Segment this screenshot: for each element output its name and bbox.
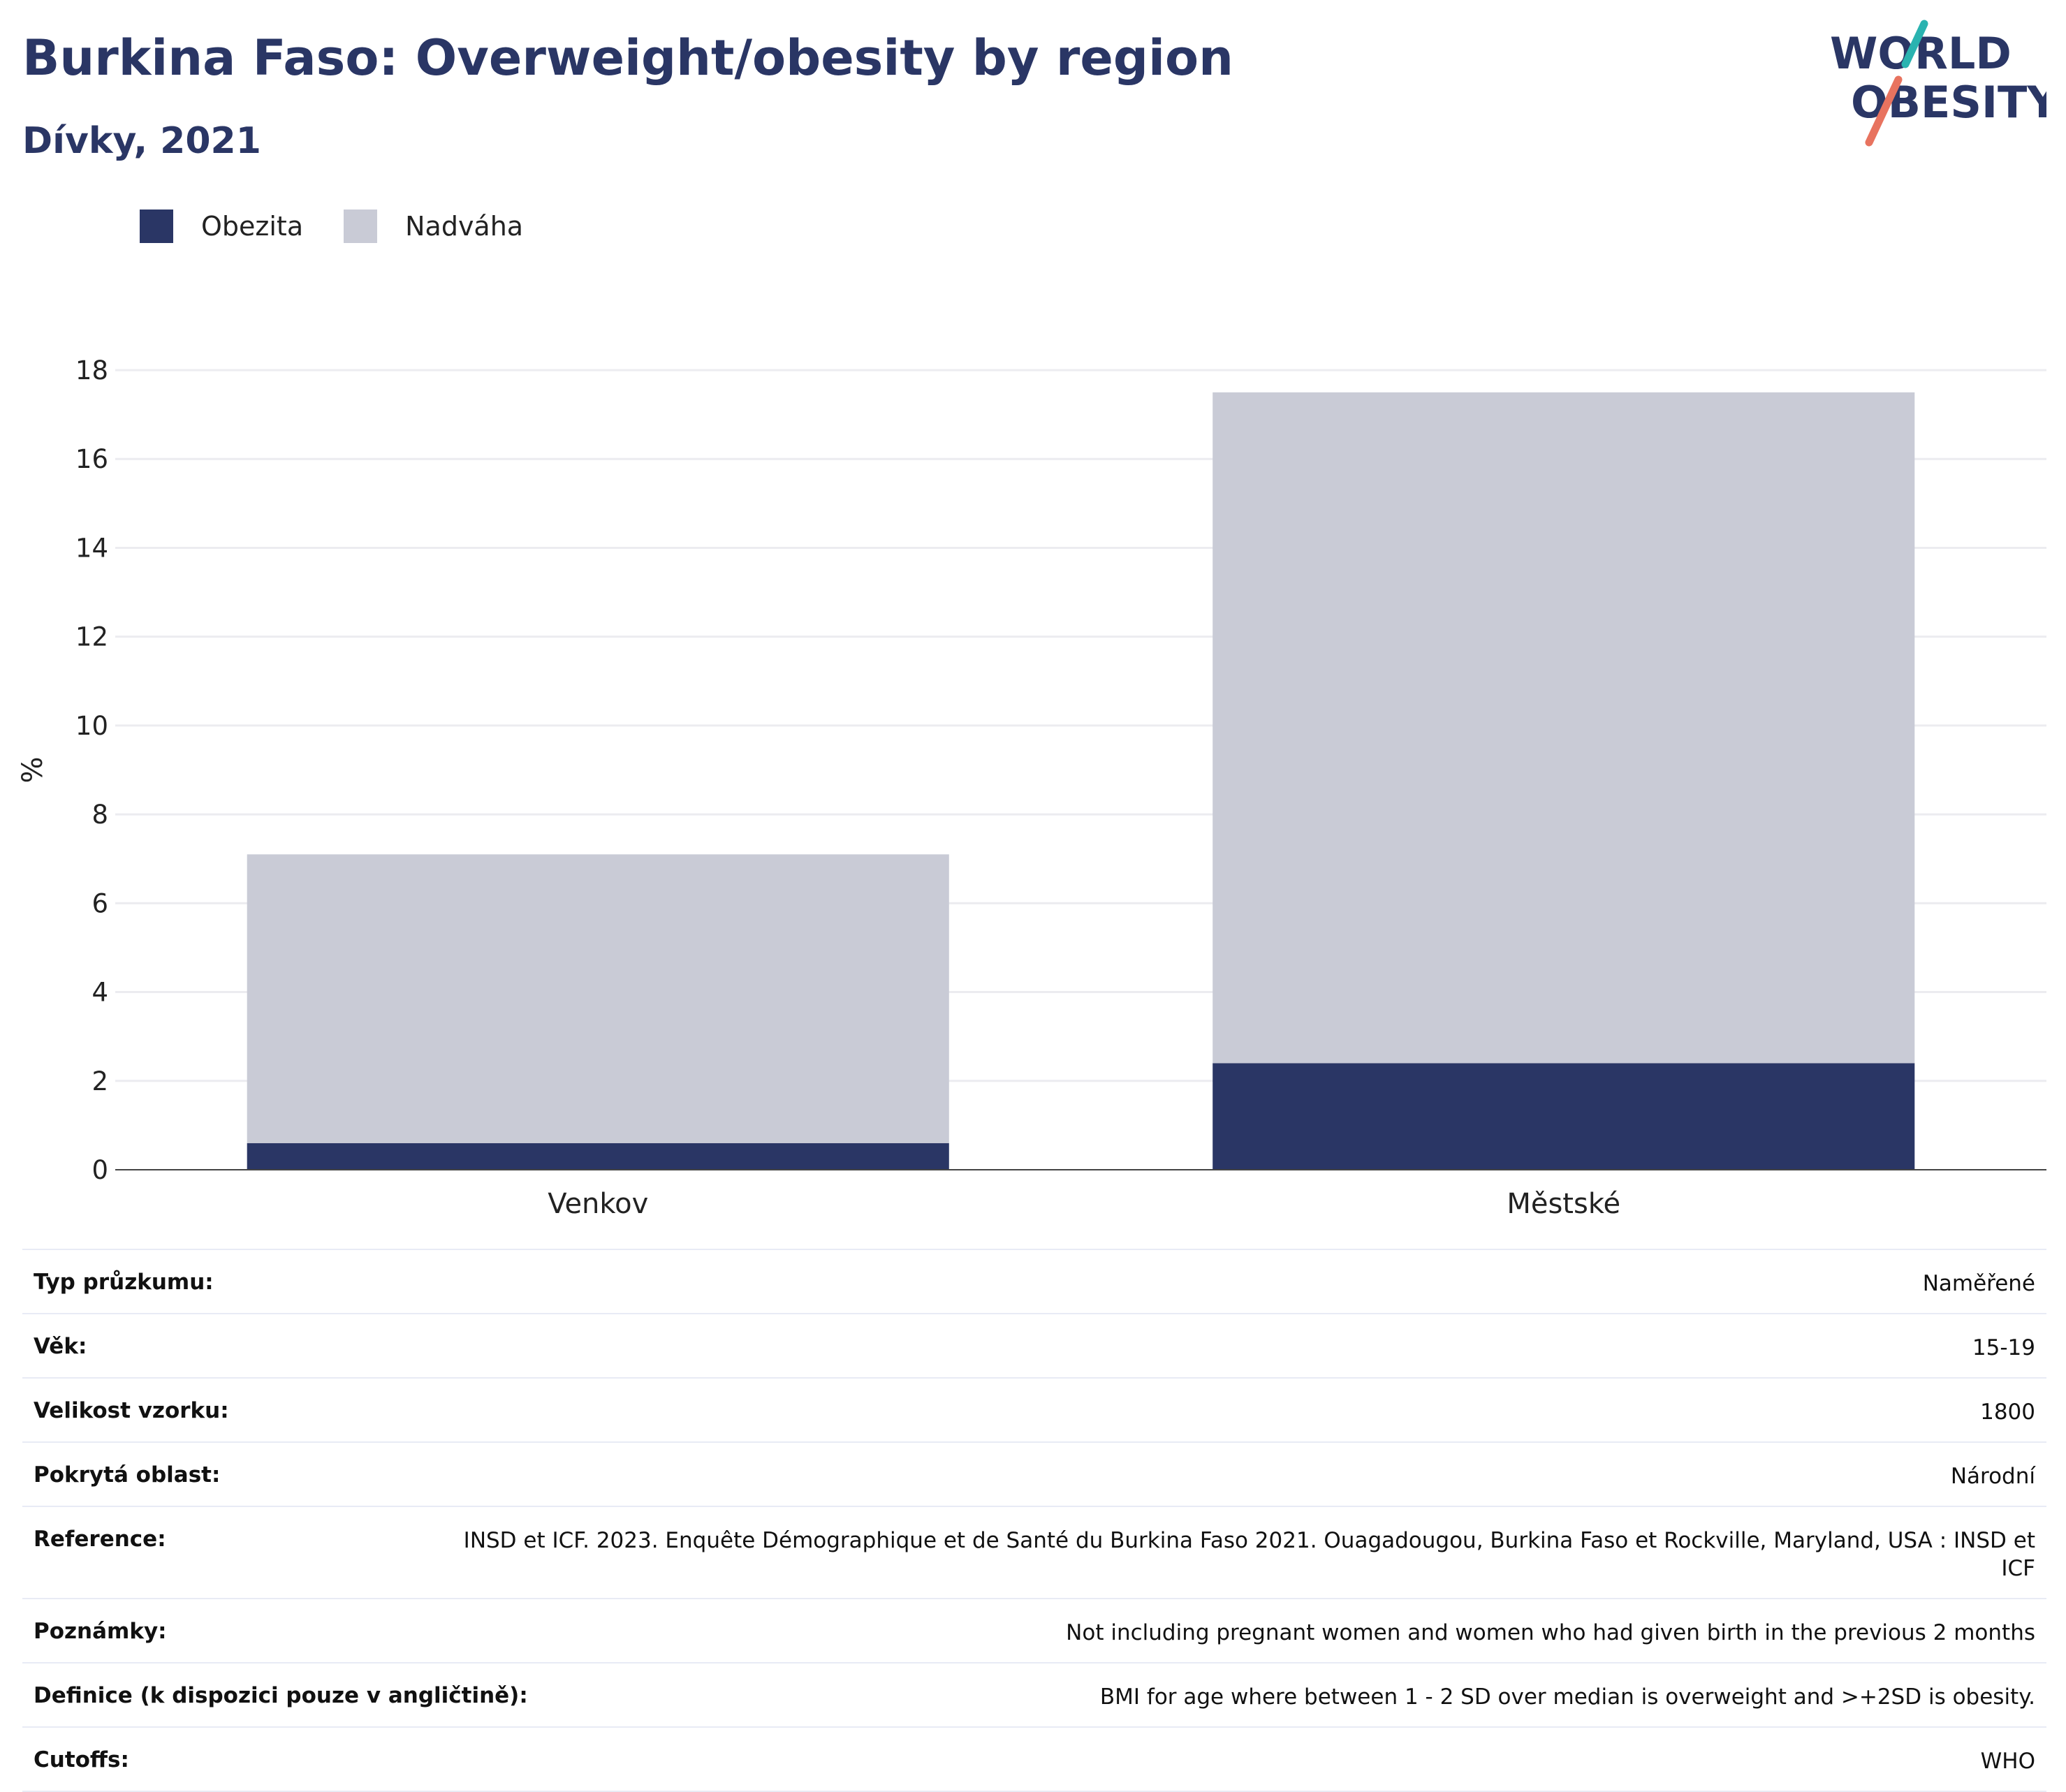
world-obesity-logo: WORLD OBESITY <box>1830 20 2046 147</box>
y-tick-label: 16 <box>75 444 108 474</box>
y-tick-label: 14 <box>75 533 108 563</box>
chart-title: Burkina Faso: Overweight/obesity by regi… <box>22 29 1233 87</box>
info-row: Velikost vzorku: 1800 <box>22 1379 2046 1443</box>
x-category-label: Městské <box>1507 1188 1620 1220</box>
info-row: Věk: 15-19 <box>22 1314 2046 1379</box>
chart-legend: Obezita Nadváha <box>140 208 564 244</box>
y-axis-ticks: 0 2 4 6 8 10 12 14 16 18 <box>75 355 108 1185</box>
bar-obesity-0[interactable] <box>247 1143 949 1170</box>
y-tick-label: 4 <box>91 978 108 1008</box>
y-tick-label: 10 <box>75 711 108 741</box>
y-tick-label: 12 <box>75 622 108 652</box>
info-row: Cutoffs: WHO <box>22 1728 2046 1792</box>
info-key: Poznámky: <box>34 1619 167 1644</box>
info-key: Velikost vzorku: <box>34 1398 229 1423</box>
chart-subtitle: Dívky, 2021 <box>22 120 261 162</box>
y-tick-label: 8 <box>91 800 108 830</box>
info-row: Typ průzkumu: Naměřené <box>22 1250 2046 1314</box>
y-tick-label: 6 <box>91 888 108 918</box>
legend-label-overweight: Nadváha <box>405 211 524 242</box>
x-axis-labels: Venkov Městské <box>548 1188 1620 1220</box>
info-row: Poznámky: Not including pregnant women an… <box>22 1599 2046 1664</box>
info-key: Cutoffs: <box>34 1747 129 1772</box>
info-value: Národní <box>1950 1464 2035 1489</box>
info-row: Pokrytá oblast: Národní <box>22 1443 2046 1507</box>
bar-overweight-1[interactable] <box>1213 392 1915 1064</box>
info-table: Typ průzkumu: Naměřené Věk: 15-19 Velikost v… <box>22 1249 2046 1792</box>
info-value: INSD et ICF. 2023. Enquête Démographique… <box>463 1528 2035 1581</box>
info-key: Pokrytá oblast: <box>34 1462 221 1488</box>
info-value: Naměřené <box>1922 1271 2035 1296</box>
logo-coral-stroke <box>1865 75 1903 147</box>
bar-obesity-1[interactable] <box>1213 1063 1915 1170</box>
info-key: Věk: <box>34 1334 87 1359</box>
legend-label-obesity: Obezita <box>201 211 304 242</box>
bar-overweight-0[interactable] <box>247 854 949 1143</box>
info-value: WHO <box>1980 1749 2035 1774</box>
info-row: Definice (k dispozici pouze v angličtině… <box>22 1664 2046 1728</box>
info-value: 15-19 <box>1972 1335 2035 1360</box>
info-key: Typ průzkumu: <box>34 1270 214 1295</box>
y-tick-label: 2 <box>91 1066 108 1096</box>
legend-swatch-overweight <box>344 210 378 243</box>
info-key: Reference: <box>34 1527 166 1552</box>
info-value: 1800 <box>1980 1400 2035 1425</box>
x-category-label: Venkov <box>548 1188 648 1220</box>
info-row: Reference: INSD et ICF. 2023. Enquête Dém… <box>22 1507 2046 1599</box>
legend-item-obesity: Obezita <box>140 210 303 243</box>
stacked-bar-chart: 0 2 4 6 8 10 12 14 16 18 Venkov Městské % <box>17 355 2046 1220</box>
logo-teal-stroke <box>1901 20 1928 68</box>
info-value: Not including pregnant women and women w… <box>1066 1620 2035 1645</box>
info-value: BMI for age where between 1 - 2 SD over … <box>1099 1684 2035 1710</box>
y-tick-label: 18 <box>75 355 108 385</box>
y-tick-label: 0 <box>91 1155 108 1185</box>
y-axis-label: % <box>17 756 49 783</box>
bars <box>247 392 1915 1170</box>
legend-item-overweight: Nadváha <box>344 210 523 243</box>
legend-swatch-obesity <box>140 210 173 243</box>
info-key: Definice (k dispozici pouze v angličtině… <box>34 1683 528 1708</box>
